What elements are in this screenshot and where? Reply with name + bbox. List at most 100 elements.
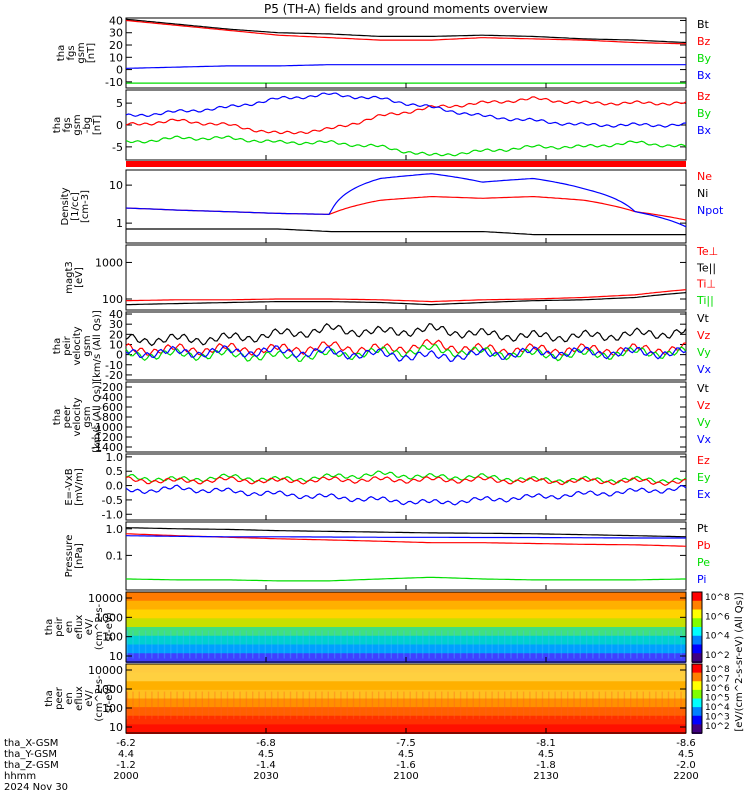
- legend-entry: Te⊥: [696, 245, 718, 258]
- spectrogram-streak: [144, 630, 147, 659]
- spectrogram-streak: [504, 691, 506, 720]
- spectrogram-band: [126, 664, 686, 674]
- legend-entry: Bz: [697, 90, 711, 103]
- x-row-label: hhmm: [4, 771, 36, 782]
- spectrogram-streak: [189, 691, 191, 720]
- colorbar-segment: [692, 644, 702, 655]
- y-axis-label: fgs: [66, 45, 77, 60]
- spectrogram-streak: [661, 691, 663, 720]
- spectrogram-streak: [245, 630, 248, 659]
- y-tick-label: 1.0: [106, 451, 124, 464]
- series-line-By: [125, 64, 686, 69]
- x-row-value: 4.5: [538, 749, 554, 760]
- spectrogram-streak: [667, 630, 670, 659]
- spectrogram-streak: [548, 691, 550, 720]
- colorbar-segment: [692, 592, 702, 602]
- spectrogram-streak: [233, 630, 235, 659]
- spectrogram-band: [126, 698, 686, 709]
- y-axis-label: gsm: [72, 114, 83, 135]
- series-line-Bt: [125, 18, 687, 44]
- spectrogram-streak: [434, 691, 437, 720]
- legend-entry: Te||: [696, 261, 716, 274]
- y-axis-label: eflux: [74, 615, 85, 640]
- panel-frame: [125, 453, 687, 521]
- y-axis-label: peer: [62, 405, 73, 429]
- x-row-value: -6.2: [116, 738, 136, 749]
- legend-entry: Bx: [697, 124, 712, 137]
- colorbar-segment: [692, 664, 702, 674]
- spectrogram-streak: [529, 630, 531, 659]
- spectrogram-streak: [655, 630, 657, 659]
- spectrogram-streak: [535, 630, 537, 659]
- x-row-label: tha_X-GSM: [4, 738, 58, 749]
- colorbar-tick: 10^6: [705, 612, 730, 622]
- spectrogram-streak: [516, 630, 518, 659]
- spectrogram-streak: [623, 691, 626, 720]
- spectrogram-streak: [195, 691, 197, 720]
- y-tick-label: 20: [109, 328, 123, 341]
- series-line-Ti⊥: [125, 289, 687, 303]
- spectrogram-streak: [302, 691, 304, 720]
- y-axis-label: -bg: [82, 117, 93, 133]
- y-tick-label: -1000: [91, 421, 123, 434]
- y-axis-label: [eV]: [74, 267, 85, 288]
- x-row-value: 2000: [113, 771, 138, 782]
- spectrogram-streak: [592, 630, 594, 659]
- series-line-Bz: [125, 19, 687, 45]
- spectrogram-band: [126, 707, 686, 717]
- y-axis-label: tha: [44, 619, 55, 635]
- legend-entry: Vt: [697, 382, 710, 395]
- spectrogram-streak: [264, 630, 266, 659]
- spectrogram-streak: [239, 630, 241, 659]
- y-axis-label: [1/cc]: [70, 192, 81, 221]
- spectrogram-streak: [346, 630, 348, 659]
- spectrogram-streak: [674, 630, 676, 659]
- legend-entry: Vx: [697, 433, 712, 446]
- y-tick-label: 0: [116, 119, 123, 132]
- spectrogram-streak: [611, 630, 613, 659]
- series-line-Npot: [125, 173, 687, 228]
- x-row-value: 2200: [673, 771, 698, 782]
- y-tick-label: 0.0: [106, 480, 124, 493]
- x-row-label: tha_Z-GSM: [4, 760, 59, 771]
- colorbar-segment: [692, 653, 702, 663]
- spectrogram-streak: [182, 630, 185, 659]
- legend-entry: Npot: [697, 204, 724, 217]
- spectrogram-streak: [258, 691, 260, 720]
- y-tick-label: 40: [109, 14, 123, 27]
- colorbar-segment: [692, 618, 702, 628]
- spectrogram-streak: [453, 630, 455, 659]
- y-tick-label: 10: [109, 650, 123, 663]
- spectrogram-streak: [126, 691, 128, 720]
- legend-entry: Ey: [697, 471, 711, 484]
- y-axis-label: gsm: [76, 42, 87, 63]
- y-axis-label: [nPa]: [74, 543, 85, 569]
- spectrogram-streak: [321, 691, 323, 720]
- y-tick-label: 1000: [95, 683, 123, 696]
- legend-entry: Vz: [697, 399, 711, 412]
- x-row-value: 2130: [533, 771, 558, 782]
- y-tick-label: -1.0: [102, 508, 123, 521]
- y-tick-label: 5: [116, 97, 123, 110]
- legend-entry: Pt: [697, 522, 709, 535]
- y-axis-label: E=-VxB: [64, 468, 75, 505]
- spectrogram-streak: [390, 630, 392, 659]
- spectrogram-streak: [270, 630, 273, 659]
- spectrogram-streak: [214, 630, 216, 659]
- y-axis-label: fgs: [62, 117, 73, 132]
- spectrogram-streak: [611, 691, 613, 720]
- x-row-value: -1.2: [116, 760, 136, 771]
- spectrogram-streak: [623, 630, 626, 659]
- spectrogram-streak: [378, 630, 380, 659]
- spectrogram-streak: [365, 630, 367, 659]
- spectrogram-streak: [472, 630, 474, 659]
- panel-frame: [125, 381, 687, 453]
- spectrogram-streak: [233, 691, 235, 720]
- spectrogram-streak: [573, 691, 575, 720]
- series-line-Pe: [126, 576, 686, 582]
- spectrogram-streak: [642, 630, 644, 659]
- spectrogram-streak: [277, 630, 279, 659]
